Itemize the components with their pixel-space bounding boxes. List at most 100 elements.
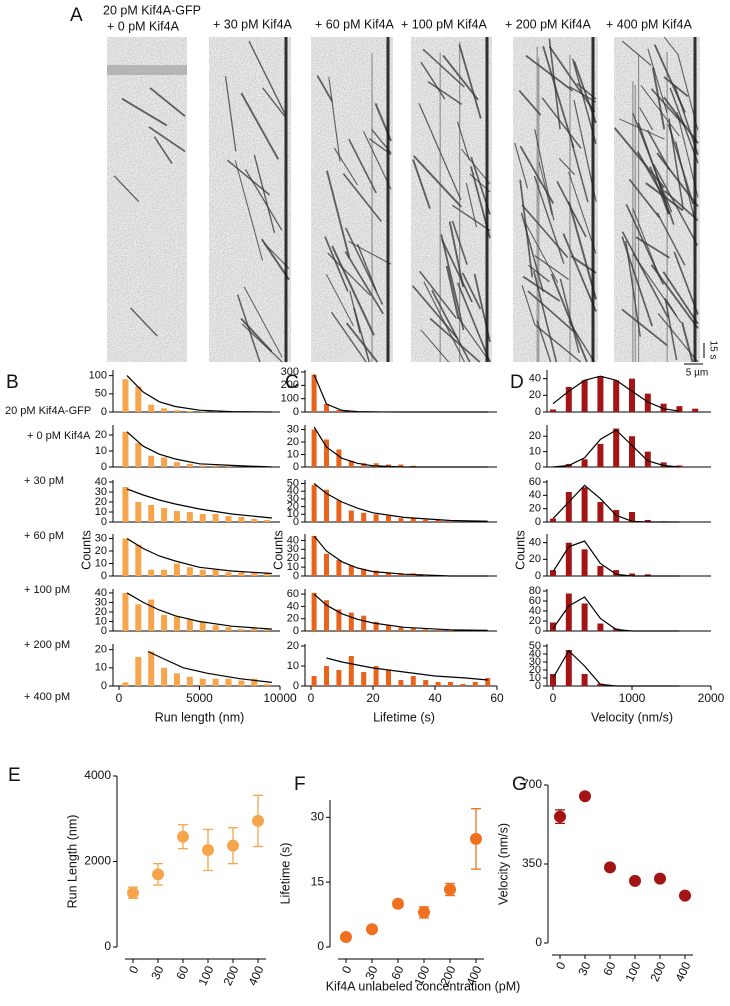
x-tick-label: 10000 — [263, 691, 297, 705]
bar — [135, 443, 141, 467]
y-tick-label: 20 — [529, 430, 541, 442]
bar — [148, 405, 154, 412]
bar — [135, 604, 141, 631]
fit-curve — [127, 539, 272, 574]
bar — [174, 617, 180, 631]
kymo-label: + 100 pM Kif4A — [401, 17, 487, 31]
y-tick-label: 0 — [101, 570, 107, 582]
bar — [566, 594, 572, 632]
bar — [187, 567, 193, 576]
bar — [411, 629, 416, 631]
y-tick-label: 10 — [95, 557, 107, 569]
bar — [122, 682, 128, 686]
bar — [460, 684, 465, 686]
bar — [613, 429, 619, 467]
x-tick-label: 0 — [308, 691, 315, 705]
bar — [436, 630, 441, 631]
y-axis-title: Velocity (nm/s) — [496, 823, 510, 905]
bar — [187, 512, 193, 522]
bar — [582, 549, 588, 576]
scale-time: 15 s — [707, 341, 718, 360]
bar — [148, 651, 154, 686]
bar — [423, 520, 428, 522]
y-axis-title: Run Length (nm) — [65, 815, 79, 909]
point — [654, 873, 666, 885]
x-tick-label: 0 — [339, 963, 355, 975]
bar — [597, 566, 603, 576]
bar — [122, 539, 128, 577]
bar — [174, 462, 180, 467]
y-tick-label: 0 — [104, 939, 111, 953]
x-tick-label: 200 — [220, 963, 241, 987]
bar — [629, 379, 635, 412]
bar — [436, 682, 441, 686]
y-tick-label: 100 — [89, 370, 107, 382]
x-tick-label: 0 — [553, 959, 569, 971]
bar — [213, 625, 219, 631]
panel-label: E — [8, 765, 21, 786]
y-tick-label: 0 — [101, 461, 107, 473]
bar — [187, 411, 193, 412]
kymo-header: 20 pM Kif4A-GFP — [103, 3, 201, 17]
y-tick-label: 60 — [287, 588, 299, 600]
bar — [122, 487, 128, 522]
x-tick-label: 400 — [245, 963, 266, 987]
bar — [148, 505, 154, 522]
y-tick-label: 0 — [535, 516, 541, 528]
y-tick-label: 700 — [522, 777, 542, 791]
bar — [336, 500, 341, 522]
kymo-label: + 60 pM Kif4A — [315, 17, 395, 31]
bar — [238, 572, 244, 576]
bar — [336, 450, 341, 468]
x-tick-label: 40 — [428, 691, 442, 705]
point — [177, 831, 189, 843]
y-axis-title: Counts — [271, 530, 285, 570]
bar — [148, 570, 154, 576]
y-tick-label: 0 — [317, 939, 324, 953]
bar — [135, 657, 141, 686]
bar — [264, 520, 270, 522]
bar — [550, 674, 556, 686]
bar — [597, 624, 603, 632]
row-label: + 400 pM — [24, 691, 70, 703]
y-tick-label: 40 — [287, 534, 299, 546]
bar — [324, 554, 329, 576]
panel-label: B — [6, 372, 19, 393]
bar — [135, 502, 141, 522]
bar — [312, 485, 317, 522]
x-tick-label: 0 — [126, 963, 142, 975]
y-tick-label: 20 — [95, 644, 107, 656]
y-tick-label: 0 — [535, 461, 541, 473]
bar — [398, 518, 403, 522]
bar — [423, 680, 428, 686]
fit-curve — [553, 651, 679, 686]
y-tick-label: 10 — [529, 446, 541, 458]
y-tick-label: 0 — [101, 680, 107, 692]
y-tick-label: 10 — [287, 448, 299, 460]
point — [252, 815, 264, 827]
point — [554, 811, 566, 823]
x-tick-label: 2000 — [698, 691, 725, 705]
point — [604, 861, 616, 873]
x-tick-label: 200 — [647, 959, 668, 983]
bar — [213, 679, 219, 686]
y-tick-label: 20 — [287, 436, 299, 448]
y-tick-label: 4000 — [84, 768, 111, 782]
y-tick-label: 40 — [529, 373, 541, 385]
bar — [582, 380, 588, 412]
x-axis-title: Lifetime (s) — [373, 710, 435, 724]
y-tick-label: 30 — [95, 532, 107, 544]
y-tick-label: 30 — [287, 423, 299, 435]
y-tick-label: 0 — [293, 461, 299, 473]
y-tick-label: 300 — [281, 366, 299, 378]
y-tick-label: 20 — [95, 429, 107, 441]
row-label: + 30 pM — [24, 475, 64, 487]
x-tick-label: 400 — [672, 959, 693, 983]
bar — [312, 430, 317, 468]
x-axis-title: Velocity (nm/s) — [591, 710, 673, 724]
panel-label: A — [70, 5, 83, 26]
y-tick-label: 15 — [311, 874, 325, 888]
bar — [386, 670, 391, 686]
y-tick-label: 0 — [535, 406, 541, 418]
